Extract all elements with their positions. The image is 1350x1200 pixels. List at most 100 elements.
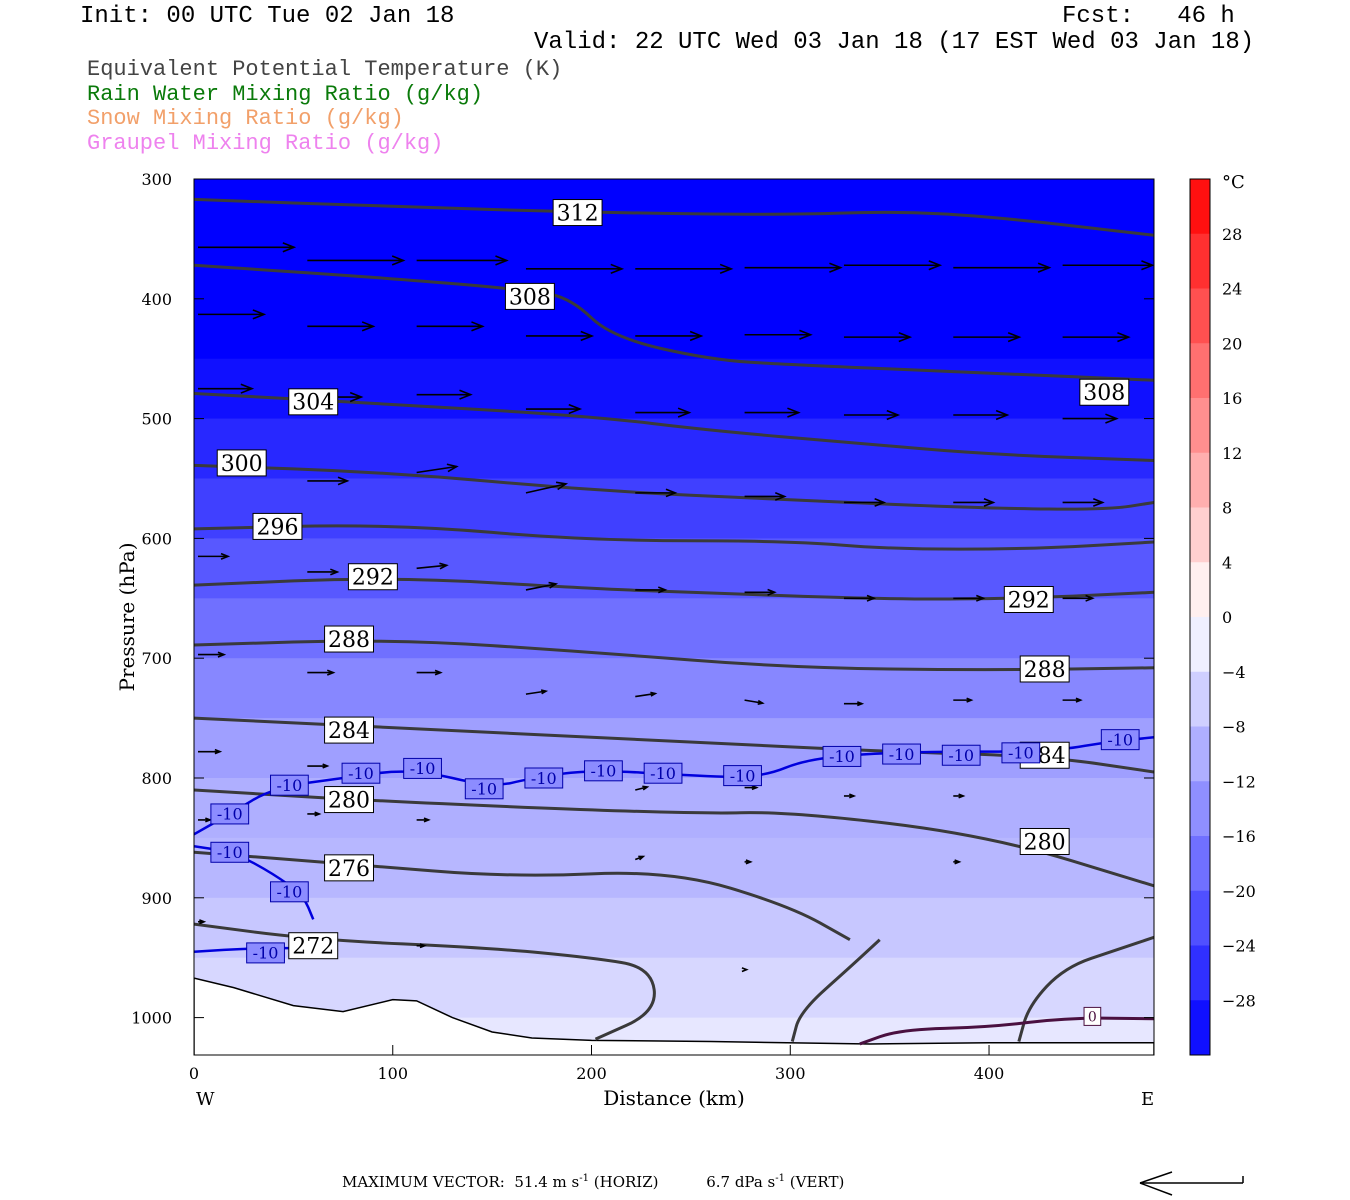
temperature-band	[194, 358, 1154, 420]
y-tick-label: 900	[141, 889, 172, 908]
colorbar-tick-label: 8	[1222, 499, 1232, 518]
wind-shaft	[416, 465, 457, 474]
theta-e-label-text: 292	[352, 566, 394, 591]
wind-shaft	[525, 583, 557, 591]
theta-e-276	[194, 850, 851, 942]
colorbar-swatch	[1190, 233, 1210, 289]
axes: 300 400 500 600 700 800 900 1000 0 100 200 300 400	[131, 170, 1154, 1083]
wind-head	[898, 331, 913, 343]
colorbar-tick-label: 20	[1222, 334, 1242, 353]
isotherm-label-box	[643, 762, 683, 784]
isotherm-label-box	[882, 743, 921, 765]
temperature-band	[194, 418, 1154, 480]
wind-head	[391, 255, 406, 266]
isotherm-label-text: -10	[348, 764, 374, 783]
wind-head	[638, 855, 646, 861]
theta-e-label: 284	[324, 716, 374, 744]
wind-vector	[635, 691, 658, 698]
wind-shaft	[416, 564, 447, 570]
wind-vector	[843, 594, 877, 602]
colorbar-tick-label: 0	[1222, 608, 1232, 627]
wind-head	[677, 407, 692, 418]
colorbar-tick-label: −24	[1222, 937, 1256, 956]
wind-vector	[741, 967, 749, 973]
isotherm-label: -10	[246, 942, 285, 964]
isotherm-label: -10	[524, 767, 564, 789]
colorbar: 28 24 20 16 12 8 4 0 −4 −8 −12 −16 −20 −24 −28	[1189, 178, 1256, 1056]
theta-e-label-text: 280	[1024, 830, 1066, 855]
y-axis-label: Pressure (hPa)	[115, 543, 139, 692]
wind-vector	[843, 793, 857, 799]
max-vector-arrow	[1139, 1171, 1244, 1196]
x-axis-label: Distance (km)	[603, 1086, 745, 1110]
theta-e-280	[790, 938, 881, 1042]
isotherm-label-box	[723, 765, 762, 787]
colorbar-swatch	[1190, 507, 1210, 563]
wind-head	[1105, 413, 1119, 424]
horiz-tag: (HORIZ)	[593, 1173, 659, 1191]
wind-head	[580, 330, 595, 342]
isotherm-label-box	[246, 942, 285, 964]
theta-e-label-text: 288	[1024, 658, 1066, 683]
isotherm-label-box	[1001, 742, 1041, 764]
x-end-label-east: E	[1141, 1089, 1154, 1110]
wind-head	[774, 492, 787, 501]
wind-vector	[953, 793, 966, 799]
init-time: Init: 00 UTC Tue 02 Jan 18	[80, 3, 455, 30]
x-tick-label: 0	[189, 1064, 199, 1083]
wind-head	[446, 463, 459, 473]
isotherm-label-text: -10	[591, 762, 617, 781]
colorbar-swatch	[1190, 398, 1210, 454]
theta-e-label-box	[324, 786, 374, 814]
isotherm-zero-label-box	[1083, 1006, 1102, 1026]
isotherm-label-text: -10	[531, 769, 557, 788]
wind-head	[741, 967, 749, 973]
wind-head	[954, 859, 962, 865]
isotherm-label: -10	[270, 774, 309, 796]
theta-e-label-box	[324, 625, 374, 653]
wind-vector	[953, 409, 1010, 421]
isotherm-label-box	[210, 803, 250, 825]
isotherm-label: -10	[941, 744, 981, 766]
wind-vector	[744, 262, 843, 273]
y-tick-label: 700	[141, 649, 172, 668]
isotherm-label-text: -10	[730, 766, 756, 785]
colorbar-tick-label: −16	[1222, 827, 1256, 846]
wind-head	[548, 581, 559, 589]
theta-e-label-text: 292	[1008, 588, 1050, 613]
isotherm-label-box	[584, 760, 623, 782]
wind-head	[199, 919, 207, 925]
colorbar-swatch	[1190, 562, 1210, 618]
wind-head	[439, 562, 449, 570]
wind-head	[361, 321, 376, 332]
wind-vector	[744, 699, 765, 705]
isotherm-zero-label: 0	[1083, 1006, 1102, 1026]
theta-e-label-box	[504, 282, 555, 310]
x-tick-label: 100	[377, 1064, 408, 1083]
wind-head	[976, 594, 986, 602]
theta-e-280	[1017, 935, 1154, 1042]
theta-e-label: 288	[1019, 655, 1070, 683]
wind-head	[767, 588, 777, 596]
isotherm-label-text: -10	[253, 944, 279, 963]
wind-head	[610, 263, 625, 275]
colorbar-swatch	[1190, 288, 1210, 344]
wind-head	[958, 793, 966, 799]
wind-vector	[843, 409, 901, 421]
wind-vector	[953, 594, 986, 602]
max-vector-footer: MAXIMUM VECTOR: 51.4 m s-1 (HORIZ) 6.7 d…	[342, 1173, 844, 1191]
wind-head	[1075, 697, 1083, 703]
x-tick-label: 300	[775, 1064, 806, 1083]
colorbar-tick-label: −4	[1222, 663, 1246, 682]
isotherm-label-text: -10	[277, 883, 303, 902]
wind-head	[1117, 331, 1131, 343]
theta-e-300	[194, 463, 1154, 511]
wind-vector	[198, 309, 267, 320]
wind-head	[214, 748, 223, 755]
wind-head	[205, 817, 213, 823]
theta-e-label-text: 296	[256, 515, 298, 540]
theta-e-label-text: 312	[557, 201, 599, 226]
isotherm-label-text: -10	[277, 776, 303, 795]
y-tick-label: 1000	[131, 1009, 172, 1028]
